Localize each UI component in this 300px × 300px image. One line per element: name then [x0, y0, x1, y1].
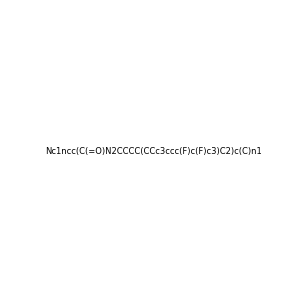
Text: Nc1ncc(C(=O)N2CCCC(CCc3ccc(F)c(F)c3)C2)c(C)n1: Nc1ncc(C(=O)N2CCCC(CCc3ccc(F)c(F)c3)C2)c…	[45, 147, 262, 156]
